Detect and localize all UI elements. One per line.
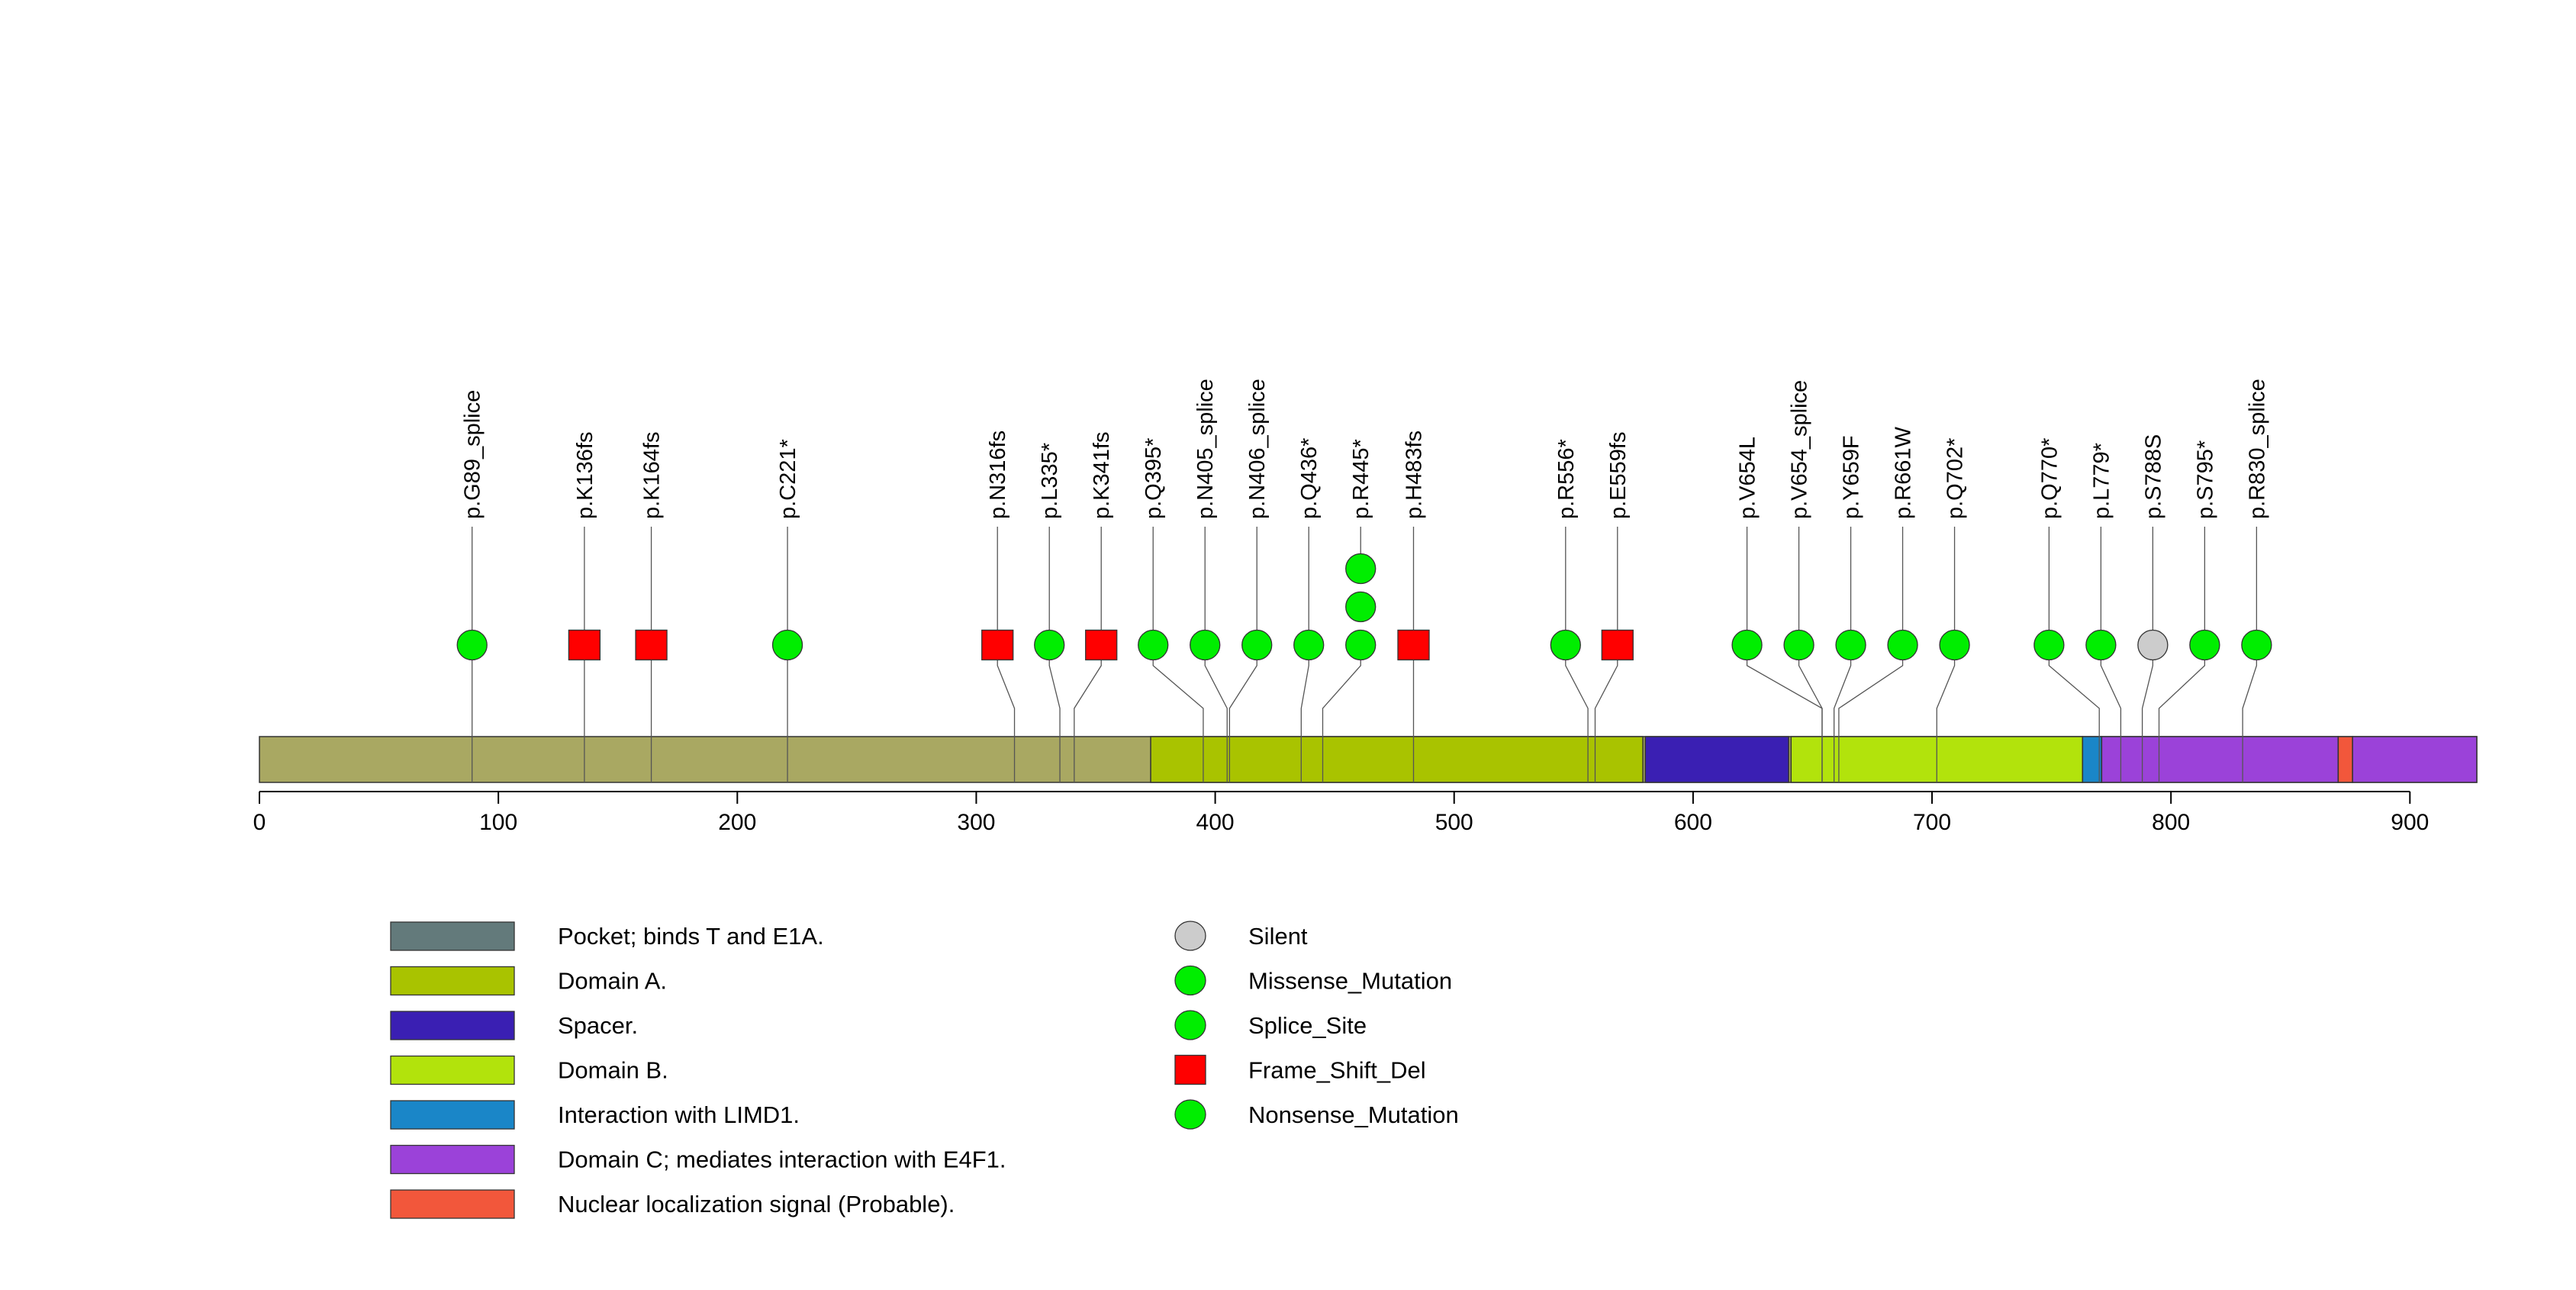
legend-domain-label-6: Nuclear localization signal (Probable).: [558, 1191, 955, 1217]
mutation-marker-11-1: [1345, 591, 1377, 623]
mutation-marker-14-0: [1601, 629, 1634, 661]
mutation-marker-3-0: [771, 629, 803, 661]
mutation-marker-17-0: [1835, 629, 1866, 661]
mutation-label-8: p.N405_splice: [1193, 379, 1218, 519]
mutation-marker-21-0: [2085, 629, 2117, 661]
legend-mutation-label-2: Splice_Site: [1248, 1012, 1367, 1039]
mutation-marker-24-0: [2241, 629, 2272, 661]
legend-domain-label-3: Domain B.: [558, 1057, 668, 1084]
legend-mutation-swatch-0: [1174, 921, 1206, 951]
legend-domain-swatch-2: [390, 1011, 515, 1040]
axis-tick-label-700: 700: [1913, 810, 1951, 835]
mutation-label-22: p.S788S: [2141, 434, 2165, 519]
axis-tick-label-400: 400: [1196, 810, 1235, 835]
mutation-marker-9-0: [1241, 629, 1273, 661]
mutation-label-17: p.Y659F: [1840, 435, 1864, 519]
mutation-marker-23-0: [2189, 629, 2220, 661]
mutation-marker-20-0: [2033, 629, 2065, 661]
position-axis: 0 100 200 300 400 500 600 700 800 900: [253, 791, 2429, 835]
legend-domain-swatch-1: [390, 966, 515, 996]
mutation-label-0: p.G89_splice: [461, 390, 485, 519]
legend-mutation-label-0: Silent: [1248, 923, 1308, 950]
legend-domain-swatch-0: [390, 921, 515, 951]
mutation-label-14: p.E559fs: [1606, 432, 1631, 519]
legend-mutation-label-3: Frame_Shift_Del: [1248, 1057, 1426, 1084]
legend-domain-swatch-6: [390, 1189, 515, 1219]
legend-mutation-swatch-2: [1174, 1010, 1206, 1040]
mutation-type-legend: Silent Missense_Mutation Splice_Site Frame_…: [1174, 921, 1459, 1130]
axis-tick-label-800: 800: [2152, 810, 2190, 835]
mutation-marker-11-0: [1345, 629, 1377, 661]
mutation-marker-0-0: [456, 629, 488, 661]
legend-domain-label-5: Domain C; mediates interaction with E4F1…: [558, 1146, 1006, 1173]
mutation-label-18: p.R661W: [1892, 426, 1916, 519]
mutation-label-3: p.C221*: [776, 439, 800, 519]
domain-segment-1: [1644, 736, 1789, 783]
mutation-marker-7-0: [1138, 629, 1169, 661]
legend-domain-swatch-3: [390, 1055, 515, 1085]
mutation-label-23: p.S795*: [2193, 440, 2217, 519]
mutation-markers: [456, 553, 2272, 661]
legend-mutation-swatch-3: [1174, 1054, 1206, 1085]
mutation-marker-18-0: [1887, 629, 1918, 661]
domain-segment-3: [2082, 736, 2103, 783]
axis-tick-label-600: 600: [1674, 810, 1712, 835]
mutation-marker-5-0: [1034, 629, 1065, 661]
mutation-marker-13-0: [1550, 629, 1581, 661]
mutation-label-6: p.K341fs: [1090, 432, 1114, 519]
domain-segment-6: [2352, 736, 2478, 783]
mutation-label-24: p.R830_splice: [2245, 379, 2269, 519]
mutation-marker-15-0: [1731, 629, 1763, 661]
domain-segment-0: [1150, 736, 1644, 783]
mutation-label-4: p.N316fs: [986, 431, 1010, 519]
axis-tick-label-500: 500: [1435, 810, 1473, 835]
mutation-label-11: p.R445*: [1349, 439, 1373, 519]
mutation-label-7: p.Q395*: [1141, 438, 1166, 519]
mutation-marker-19-0: [1939, 629, 1970, 661]
mutation-labels: p.G89_splice p.K136fs p.K164fs p.C221* p.N31…: [461, 379, 2270, 519]
mutation-marker-11-2: [1345, 553, 1377, 585]
mutation-marker-8-0: [1190, 629, 1221, 661]
legend-domain-label-4: Interaction with LIMD1.: [558, 1101, 800, 1128]
mutation-label-20: p.Q770*: [2037, 438, 2062, 519]
mutation-label-1: p.K136fs: [573, 432, 597, 519]
mutation-label-9: p.N406_splice: [1245, 379, 1270, 519]
mutation-marker-12-0: [1397, 629, 1430, 661]
mutation-label-10: p.Q436*: [1297, 438, 1322, 519]
legend-domain-label-1: Domain A.: [558, 968, 667, 995]
mutation-label-13: p.R556*: [1554, 439, 1579, 519]
mutation-marker-22-0: [2137, 629, 2169, 661]
legend-mutation-label-4: Nonsense_Mutation: [1248, 1101, 1459, 1128]
mutation-label-19: p.Q702*: [1943, 438, 1968, 519]
mutation-label-15: p.V654L: [1736, 437, 1760, 519]
mutation-label-5: p.L335*: [1038, 443, 1062, 519]
legend-mutation-label-1: Missense_Mutation: [1248, 968, 1452, 995]
mutation-marker-4-0: [981, 629, 1014, 661]
legend-mutation-swatch-4: [1174, 1099, 1206, 1130]
axis-tick-label-300: 300: [957, 810, 995, 835]
legend-domain-label-2: Spacer.: [558, 1012, 638, 1039]
mutation-marker-1-0: [568, 629, 601, 661]
legend-domain-swatch-4: [390, 1100, 515, 1130]
axis-tick-label-900: 900: [2391, 810, 2429, 835]
mutation-marker-2-0: [635, 629, 668, 661]
domain-legend: Pocket; binds T and E1A. Domain A. Spacer.…: [390, 921, 1006, 1219]
legend-domain-swatch-5: [390, 1144, 515, 1175]
legend-domain-label-0: Pocket; binds T and E1A.: [558, 923, 824, 950]
protein-track: [259, 736, 2478, 783]
axis-tick-label-100: 100: [479, 810, 517, 835]
axis-tick-label-0: 0: [253, 810, 266, 835]
mutation-label-16: p.V654_splice: [1788, 380, 1812, 519]
axis-tick-label-200: 200: [718, 810, 756, 835]
mutation-marker-6-0: [1085, 629, 1118, 661]
domain-segment-5: [2337, 736, 2353, 783]
mutation-label-21: p.L779*: [2089, 443, 2114, 519]
legend-mutation-swatch-1: [1174, 965, 1206, 996]
mutation-label-2: p.K164fs: [640, 432, 665, 519]
mutation-marker-16-0: [1783, 629, 1814, 661]
mutation-label-12: p.H483fs: [1402, 431, 1426, 519]
domain-segment-4: [2101, 736, 2339, 783]
mutation-marker-10-0: [1293, 629, 1325, 661]
